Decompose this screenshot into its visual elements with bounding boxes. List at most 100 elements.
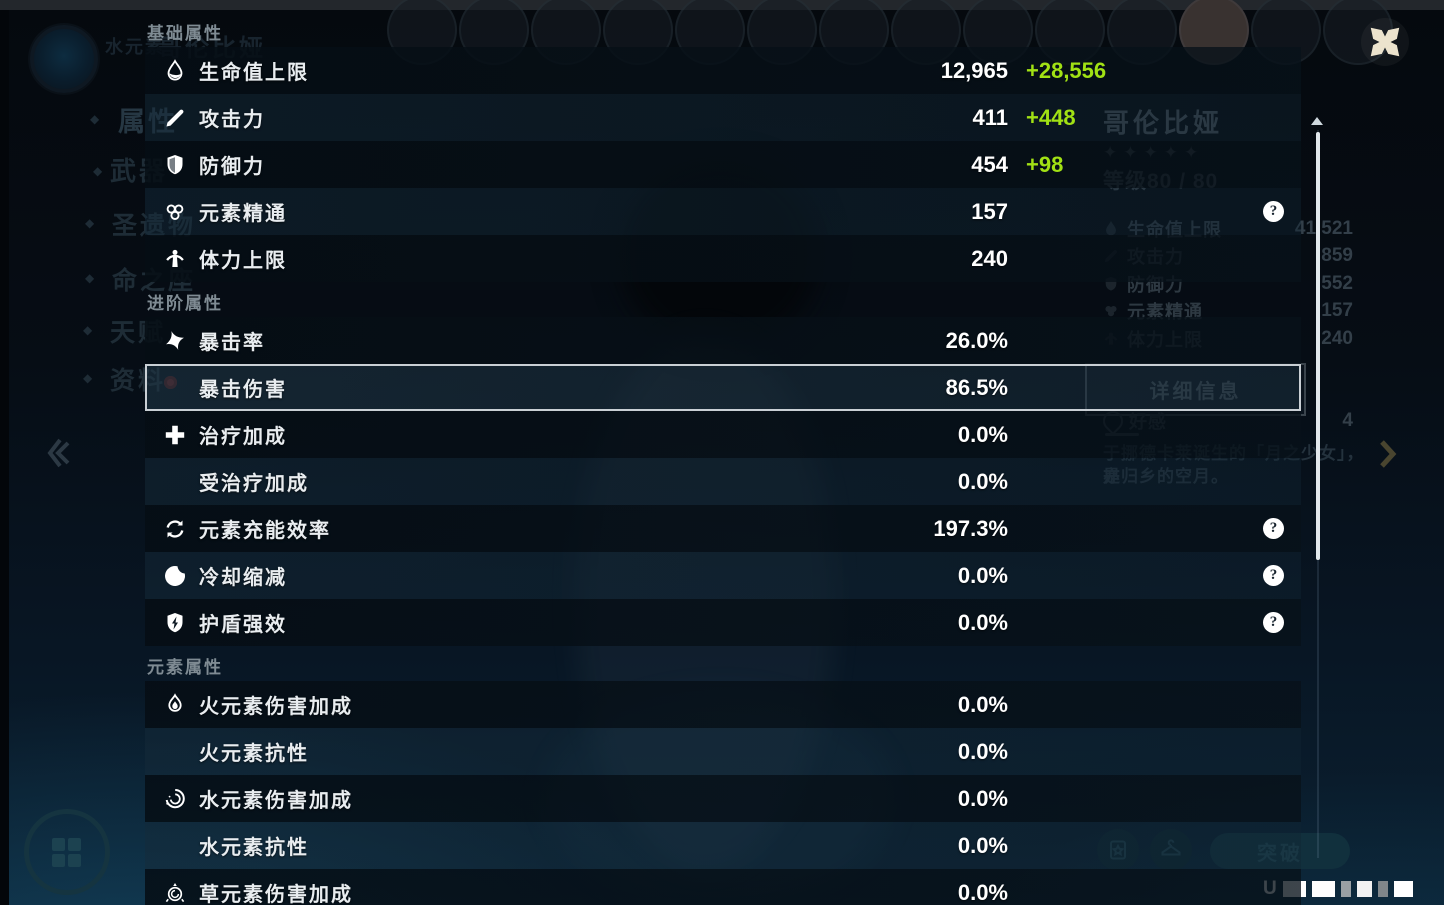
help-icon[interactable]: ? (1263, 201, 1284, 222)
stat-label: 暴击伤害 (199, 379, 287, 401)
attributes-panel: 基础属性生命值上限 12,965 +28,556 攻击力 411 +448 防御力 454 +9… (145, 0, 1301, 905)
stat-value: 86.5% (945, 374, 1008, 400)
stat-row[interactable]: 护盾强效 0.0%? (145, 599, 1301, 646)
stat-bonus-value: +448 (1026, 104, 1076, 130)
stat-label: 攻击力 (199, 109, 265, 131)
stat-label: 冷却缩减 (199, 567, 287, 589)
grid-icon (50, 836, 84, 868)
section-title: 元素属性 (147, 658, 223, 677)
stat-label: 生命值上限 (199, 62, 309, 84)
stat-value: 197.3% (933, 515, 1008, 541)
stat-row[interactable]: 防御力 454 +98 (145, 141, 1301, 188)
stat-value: 0.0% (957, 832, 1008, 858)
scrollbar-thumb[interactable] (1316, 132, 1320, 560)
uid-censor-block (1340, 881, 1351, 897)
stat-label: 体力上限 (199, 250, 287, 272)
stat-row[interactable]: 生命值上限 12,965 +28,556 (145, 47, 1301, 94)
stat-value: 0.0% (957, 785, 1008, 811)
left-edge-strip (0, 10, 9, 905)
stat-value: 157 (971, 198, 1008, 224)
stat-row[interactable]: 冷却缩减 0.0%? (145, 552, 1301, 599)
uid-censor-block (1311, 881, 1335, 897)
bg-stat-value: 41,521 (1294, 217, 1353, 239)
stat-value: 0.0% (957, 738, 1008, 764)
menu-diamond-icon: ◆ (85, 271, 95, 285)
stat-row[interactable]: 体力上限 240 (145, 235, 1301, 282)
bg-stat-value: 859 (1321, 245, 1353, 266)
stat-label: 水元素伤害加成 (199, 790, 353, 812)
energy-recharge-icon (163, 517, 187, 541)
stat-value: 240 (971, 245, 1008, 271)
stat-row[interactable]: 水元素抗性 0.0% (145, 822, 1301, 869)
stat-row[interactable]: 受治疗加成 0.0% (145, 458, 1301, 505)
bg-stat-value: 240 (1321, 327, 1353, 349)
stat-label: 治疗加成 (199, 426, 287, 448)
stat-row[interactable]: 治疗加成 0.0% (145, 411, 1301, 458)
stat-row[interactable]: 火元素抗性 0.0% (145, 728, 1301, 775)
stat-value: 0.0% (957, 609, 1008, 635)
page-left-chevron[interactable] (44, 436, 72, 470)
menu-diamond-icon: ◆ (83, 371, 93, 385)
bg-stat-value: 157 (1321, 300, 1353, 321)
pyro-icon (163, 692, 187, 717)
healing-bonus-icon (163, 423, 187, 447)
friendship-value: 4 (1342, 410, 1353, 431)
stat-bonus-value: +98 (1026, 151, 1064, 177)
dendro-icon (163, 881, 187, 905)
section-title: 基础属性 (147, 24, 223, 43)
stat-value: 0.0% (957, 691, 1008, 717)
shield-strength-icon (163, 611, 187, 635)
scrollbar-up-arrow-icon[interactable] (1311, 117, 1323, 125)
uid-censor-block (1393, 881, 1413, 897)
stat-label: 元素充能效率 (199, 520, 331, 542)
atk-icon (163, 106, 187, 130)
stat-row[interactable]: 火元素伤害加成 0.0% (145, 681, 1301, 728)
stat-label: 暴击率 (199, 332, 265, 354)
menu-grid-button[interactable] (24, 809, 110, 895)
close-icon (1370, 27, 1400, 57)
page-right-chevron[interactable] (1374, 438, 1400, 470)
stat-label: 元素精通 (199, 203, 287, 225)
def-icon (163, 153, 187, 177)
stat-label: 火元素抗性 (199, 743, 309, 765)
stat-value: 26.0% (945, 327, 1008, 353)
hydro-element-emblem-icon (30, 25, 98, 93)
stat-label: 水元素抗性 (199, 837, 309, 859)
menu-diamond-icon: ◆ (90, 112, 100, 126)
section-title: 进阶属性 (147, 294, 223, 313)
stat-row[interactable]: 元素精通 157? (145, 188, 1301, 235)
stat-label: 受治疗加成 (199, 473, 309, 495)
stat-label: 草元素伤害加成 (199, 884, 353, 905)
stat-row[interactable]: 攻击力 411 +448 (145, 94, 1301, 141)
stat-row[interactable]: 草元素伤害加成 0.0% (145, 869, 1301, 905)
stat-bonus-value: +28,556 (1026, 57, 1107, 83)
em-icon (1103, 303, 1119, 319)
close-button[interactable] (1361, 18, 1409, 66)
hp-icon (163, 58, 187, 83)
stat-label: 护盾强效 (199, 614, 287, 636)
stat-value: 0.0% (957, 879, 1008, 905)
stat-row[interactable]: 暴击伤害 86.5% (145, 364, 1301, 411)
help-icon[interactable]: ? (1263, 612, 1284, 633)
help-icon[interactable]: ? (1263, 565, 1284, 586)
hydro-icon (163, 787, 187, 811)
em-icon (163, 200, 187, 224)
stat-value: 0.0% (957, 468, 1008, 494)
bg-stat-value: 552 (1321, 272, 1353, 294)
stat-row[interactable]: 暴击率 26.0% (145, 317, 1301, 364)
menu-diamond-icon: ◆ (85, 216, 95, 230)
stat-label: 防御力 (199, 156, 265, 178)
uid-censor-block (1356, 881, 1372, 897)
stat-row[interactable]: 水元素伤害加成 0.0% (145, 775, 1301, 822)
menu-diamond-icon: ◆ (93, 164, 103, 178)
stat-label: 火元素伤害加成 (199, 696, 353, 718)
stat-value: 0.0% (957, 562, 1008, 588)
stamina-icon (163, 247, 187, 271)
stat-value: 0.0% (957, 421, 1008, 447)
stat-value: 454 (971, 151, 1008, 177)
help-icon[interactable]: ? (1263, 518, 1284, 539)
stat-row[interactable]: 元素充能效率 197.3%? (145, 505, 1301, 552)
cd-reduction-icon (163, 564, 187, 588)
menu-diamond-icon: ◆ (83, 323, 93, 337)
